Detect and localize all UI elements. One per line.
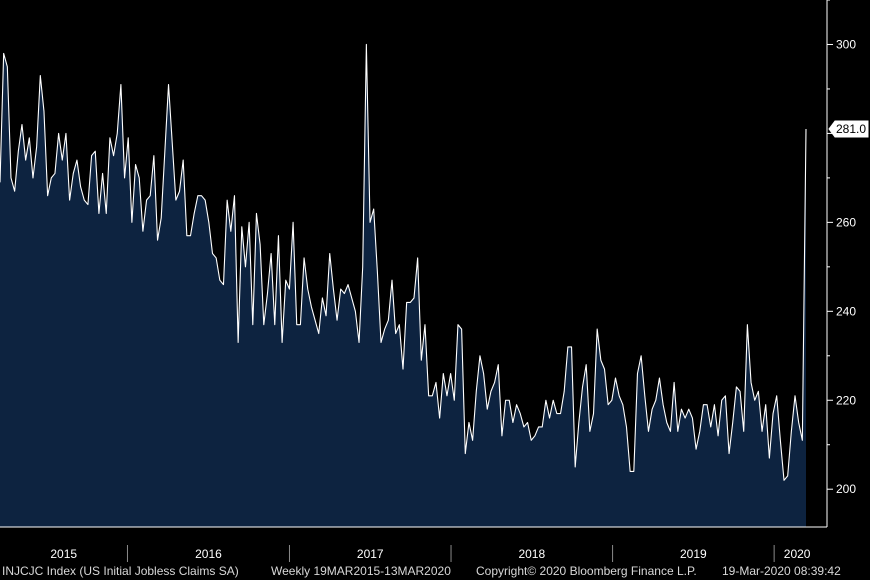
ticker-label: INJCJC Index (US Initial Jobless Claims …: [2, 564, 239, 578]
x-tick-label: 2018: [518, 547, 545, 561]
timestamp-label: 19-Mar-2020 08:39:42: [722, 564, 841, 578]
date-range-label: Weekly 19MAR2015-13MAR2020: [271, 564, 451, 578]
last-value-marker: [828, 120, 869, 138]
y-tick-label: 260: [836, 215, 856, 229]
x-tick-label: 2016: [195, 547, 222, 561]
axes: 200 220 240 260 300 281.0 2015 2016 2017 2018 2019…: [0, 0, 869, 562]
series-line: [0, 43, 807, 481]
x-tick-label: 2019: [680, 547, 707, 561]
series-area: [0, 44, 806, 527]
y-tick-label: 300: [836, 37, 856, 51]
y-tick-label: 200: [836, 482, 856, 496]
x-tick-label: 2015: [50, 547, 77, 561]
chart-footer: INJCJC Index (US Initial Jobless Claims …: [0, 562, 870, 580]
last-value-label: 281.0: [836, 122, 866, 136]
x-tick-label: 2020: [784, 547, 811, 561]
copyright-label: Copyright© 2020 Bloomberg Finance L.P.: [476, 564, 697, 578]
plot-area: [0, 43, 807, 527]
x-tick-label: 2017: [357, 547, 384, 561]
y-tick-label: 240: [836, 304, 856, 318]
y-tick-label: 220: [836, 393, 856, 407]
